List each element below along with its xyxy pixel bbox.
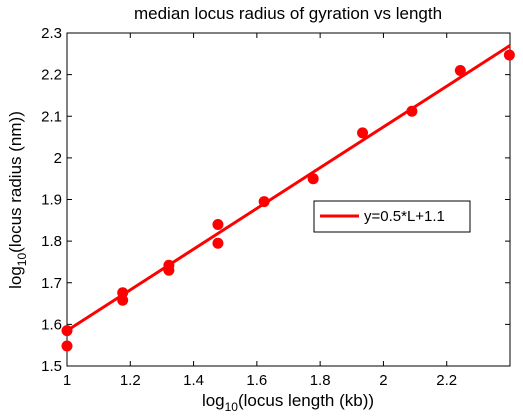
y-tick-label: 2.1: [41, 108, 62, 125]
data-point: [357, 127, 369, 139]
x-axis-label: log10(locus length (kb)): [202, 391, 374, 414]
data-point: [61, 340, 73, 352]
data-point: [307, 173, 319, 185]
legend-entry-fit: y=0.5*L+1.1: [364, 208, 445, 225]
x-axis-label-subscript: 10: [225, 400, 239, 414]
legend: y=0.5*L+1.1: [313, 200, 471, 233]
x-tick-label: 1.8: [310, 372, 331, 389]
data-point: [61, 325, 73, 337]
y-tick-label: 2: [54, 150, 62, 167]
y-tick-label: 2.3: [41, 25, 62, 42]
y-tick-label: 1.5: [41, 358, 62, 375]
x-tick-label: 1.4: [183, 372, 204, 389]
data-point: [117, 287, 129, 299]
y-axis-label: log10(locus radius (nm)): [6, 111, 29, 289]
x-tick-label: 1.2: [120, 372, 141, 389]
data-point: [258, 196, 270, 208]
data-point: [163, 259, 175, 271]
fit-line: [66, 44, 511, 332]
plot-area: [66, 32, 511, 367]
data-point: [503, 49, 515, 61]
x-tick-label: 2: [379, 372, 387, 389]
x-tick-label: 1.6: [246, 372, 267, 389]
tick-layer: 1 1.2 1.4 1.6 1.8 2 2.2 1.5 1.6 1.7 1.8 1.9 2 2.1 2.2 2…: [41, 25, 510, 389]
data-point: [406, 105, 418, 117]
y-tick-label: 1.8: [41, 233, 62, 250]
y-axis-label-subscript: 10: [15, 253, 29, 267]
y-tick-label: 1.9: [41, 192, 62, 209]
data-point: [454, 64, 466, 76]
data-layer: [61, 44, 515, 352]
y-tick-label: 1.7: [41, 275, 62, 292]
data-point: [212, 237, 224, 249]
x-tick-label: 1: [63, 372, 71, 389]
data-point: [212, 218, 224, 230]
x-tick-label: 2.2: [436, 372, 457, 389]
y-tick-label: 1.6: [41, 316, 62, 333]
chart-title: median locus radius of gyration vs lengt…: [134, 4, 442, 23]
y-tick-label: 2.2: [41, 67, 62, 84]
